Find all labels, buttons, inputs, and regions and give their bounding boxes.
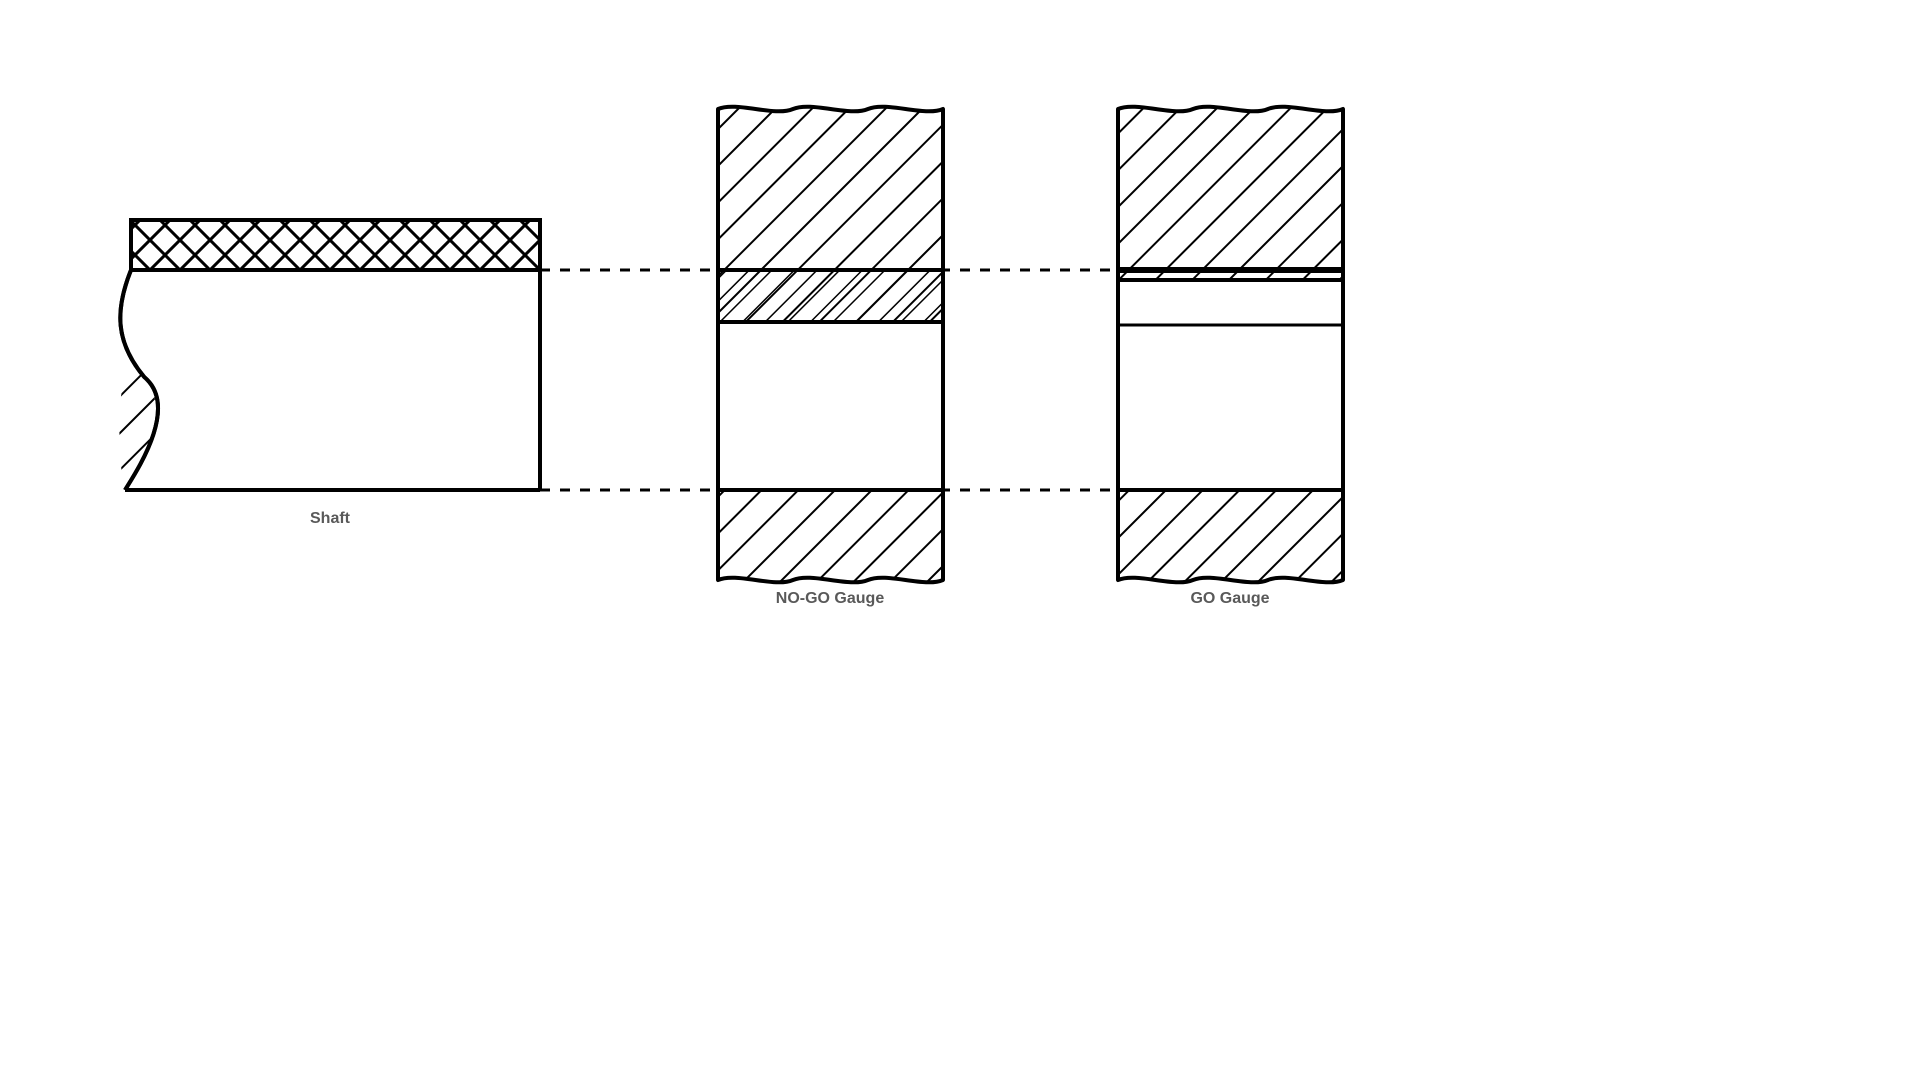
diagram-canvas xyxy=(0,0,1920,1080)
go-gauge-label: GO Gauge xyxy=(1080,590,1380,608)
nogo-gauge-label: NO-GO Gauge xyxy=(680,590,980,608)
shaft-label: Shaft xyxy=(200,510,460,528)
